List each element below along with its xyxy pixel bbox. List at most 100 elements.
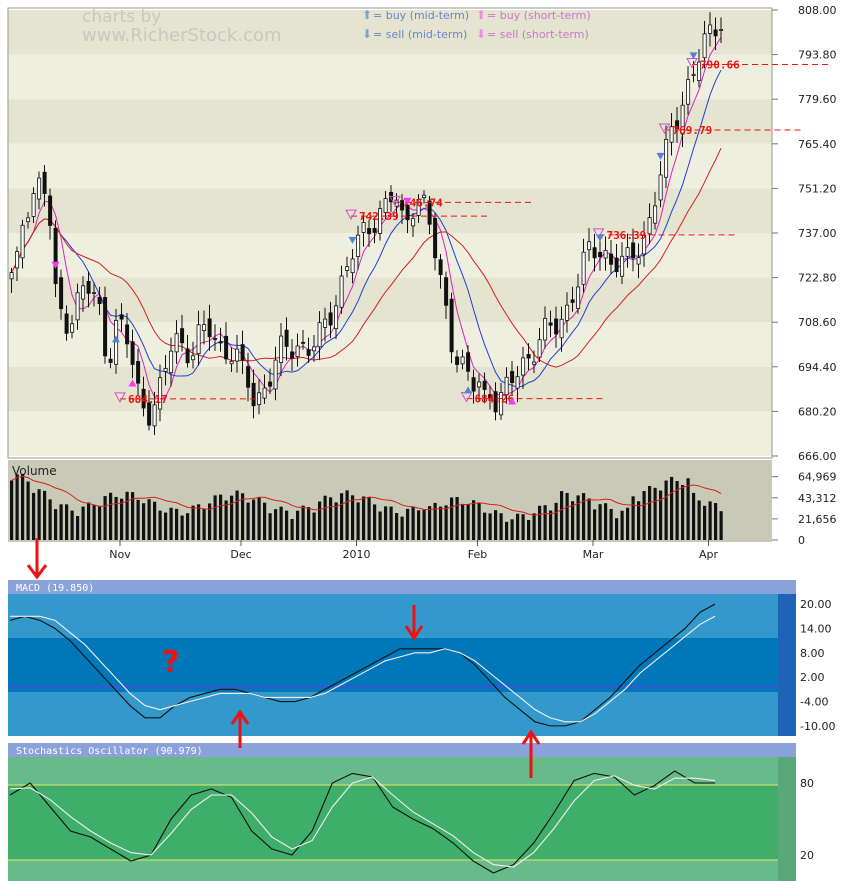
price-panel: charts by www.RicherStock.com ⬆ = buy (m…	[7, 4, 837, 463]
legend-arrow-up-blue-icon: ⬆	[362, 8, 372, 22]
candle-body	[411, 218, 416, 227]
legend-sell-mid: = sell (mid-term)	[373, 28, 467, 41]
hand-annotations: ?	[26, 538, 541, 778]
candle-body	[504, 376, 509, 396]
volume-bar	[626, 507, 630, 540]
price-y-tick-label: 722.80	[798, 272, 837, 285]
stochastics-series-line	[9, 775, 716, 868]
triangle-marker-icon	[114, 392, 126, 403]
volume-bar	[527, 519, 531, 540]
signal-arrow-down-icon	[403, 197, 412, 205]
volume-bar	[378, 511, 382, 540]
volume-bar	[560, 491, 564, 540]
candle-body	[477, 381, 482, 388]
candle-body	[444, 277, 449, 306]
candle-body	[576, 286, 581, 309]
macd-panel: MACD (19.850) 20.00 14.00 8.00 2.00 -4.00 -10…	[8, 580, 835, 736]
candle-body	[196, 324, 201, 355]
price-level-label: 684.26	[475, 393, 515, 406]
candle-body	[97, 296, 102, 305]
price-band	[8, 143, 772, 189]
volume-bar	[648, 485, 652, 540]
volume-bar	[235, 490, 239, 540]
volume-bar	[428, 506, 432, 540]
price-level-label: 790.66	[700, 58, 740, 71]
stochastics-lines	[9, 770, 716, 874]
volume-bar	[488, 513, 492, 540]
volume-bar	[340, 493, 344, 540]
candle-body	[669, 126, 674, 143]
volume-bar	[109, 492, 113, 540]
volume-bar	[637, 501, 641, 540]
candle-body	[361, 222, 366, 233]
candle-body	[609, 253, 614, 265]
volume-bar	[59, 504, 63, 540]
candle-body	[515, 376, 520, 389]
candlesticks	[9, 12, 724, 435]
candle-body	[136, 360, 141, 384]
volume-y-tick-label: 21,656	[798, 513, 837, 526]
signal-arrow-down-icon	[51, 261, 60, 269]
candle-body	[405, 204, 410, 221]
volume-bar	[697, 500, 701, 540]
macd-y-tick-label: -10.00	[800, 720, 835, 733]
signal-arrow-up-icon	[508, 397, 516, 405]
candle-body	[691, 73, 696, 76]
volume-bar	[345, 490, 349, 540]
candle-body	[213, 338, 218, 340]
candle-body	[130, 341, 135, 365]
volume-bar	[620, 510, 624, 540]
volume-bar	[422, 509, 426, 540]
volume-bar	[510, 519, 514, 540]
candle-body	[482, 380, 487, 390]
candle-body	[664, 139, 669, 178]
candle-body	[174, 333, 179, 353]
candle-body	[53, 227, 58, 285]
date-x-axis: Nov Dec 2010 Feb Mar Apr	[109, 540, 718, 561]
price-band	[8, 322, 772, 367]
candle-body	[180, 328, 185, 344]
candle-body	[48, 195, 53, 226]
candle-body	[719, 29, 724, 31]
price-level-label: 736.39	[607, 229, 647, 242]
price-y-tick-label: 694.40	[798, 361, 837, 374]
candle-body	[284, 329, 289, 347]
candle-body	[383, 198, 388, 213]
volume-bar	[692, 492, 696, 540]
volume-bar	[455, 497, 459, 540]
candle-body	[202, 324, 207, 332]
candle-body	[26, 217, 31, 223]
candle-body	[262, 387, 267, 399]
volume-bar	[197, 504, 201, 540]
candle-body	[554, 318, 559, 335]
price-annotations: 684.17 742.39 746.74 736.39 684.26 769.79 790.…	[51, 52, 832, 406]
volume-bar	[521, 514, 525, 540]
price-band	[8, 233, 772, 278]
candle-body	[119, 314, 124, 320]
volume-bar	[708, 501, 712, 540]
volume-bar	[659, 490, 663, 540]
volume-bar	[274, 509, 278, 540]
candle-body	[438, 259, 443, 275]
volume-bar	[26, 481, 30, 540]
macd-lines	[9, 603, 716, 727]
volume-bar	[433, 502, 437, 540]
moving-average-line	[11, 36, 722, 401]
volume-bar	[653, 487, 657, 540]
candle-body	[598, 252, 603, 258]
volume-bar	[120, 498, 124, 540]
volume-bar	[367, 496, 371, 540]
volume-bar	[147, 499, 151, 540]
volume-bar	[477, 503, 481, 540]
candle-body	[647, 217, 652, 235]
candle-body	[460, 356, 465, 365]
candle-body	[620, 255, 625, 277]
candle-body	[653, 205, 658, 224]
volume-bar	[719, 511, 723, 540]
volume-bar	[505, 521, 509, 540]
candle-body	[323, 318, 328, 328]
volume-bar	[554, 502, 558, 540]
price-band	[8, 366, 772, 412]
candle-body	[356, 234, 361, 257]
